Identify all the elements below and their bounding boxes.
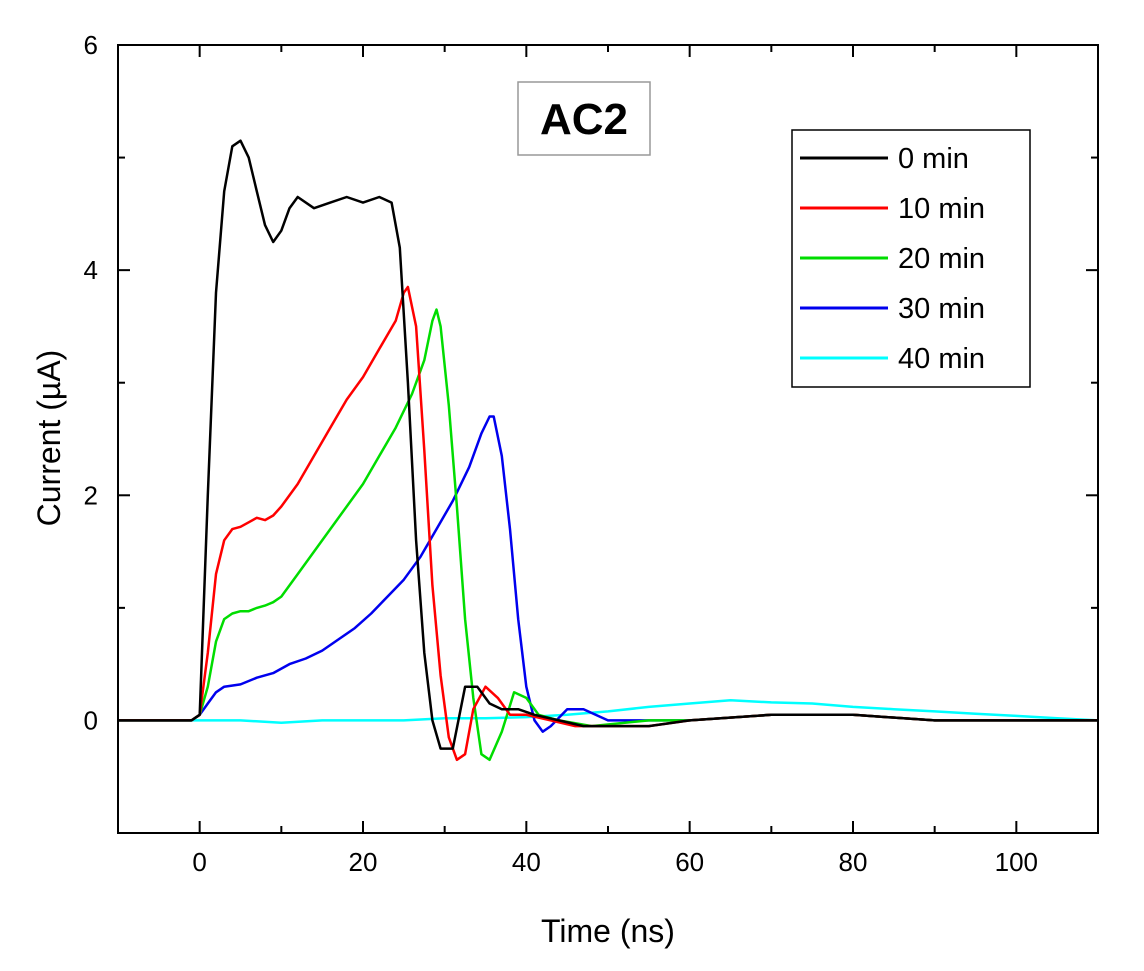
series-layer <box>118 139 1098 762</box>
chart-title: AC2 <box>540 95 628 144</box>
series-line-40-min <box>118 698 1098 724</box>
legend-label: 40 min <box>898 343 985 375</box>
x-tick-label: 0 <box>192 847 206 877</box>
x-tick-label: 100 <box>995 847 1038 877</box>
x-axis-title: Time (ns) <box>541 913 675 949</box>
y-tick-label: 0 <box>84 705 98 735</box>
y-tick-label: 4 <box>84 255 98 285</box>
legend-label: 20 min <box>898 243 985 275</box>
y-tick-label: 2 <box>84 480 98 510</box>
series-line-0-min <box>118 139 1098 750</box>
legend-label: 0 min <box>898 143 969 175</box>
ticks-layer <box>117 44 1099 834</box>
legend-label: 30 min <box>898 293 985 325</box>
x-tick-label: 40 <box>512 847 541 877</box>
x-tick-label: 60 <box>675 847 704 877</box>
y-tick-label: 6 <box>84 30 98 60</box>
x-tick-label: 20 <box>349 847 378 877</box>
chart-title-box: AC2 <box>517 81 651 156</box>
series-line-30-min <box>118 415 1098 733</box>
legend-label: 10 min <box>898 193 985 225</box>
legend: 0 min 10 min 20 min 30 min 40 min <box>791 129 1031 388</box>
x-tick-label: 80 <box>839 847 868 877</box>
y-axis-title: Current (µA) <box>31 350 67 527</box>
labels-layer: 0 20 40 60 80 100 0 2 4 6 <box>84 30 1038 877</box>
